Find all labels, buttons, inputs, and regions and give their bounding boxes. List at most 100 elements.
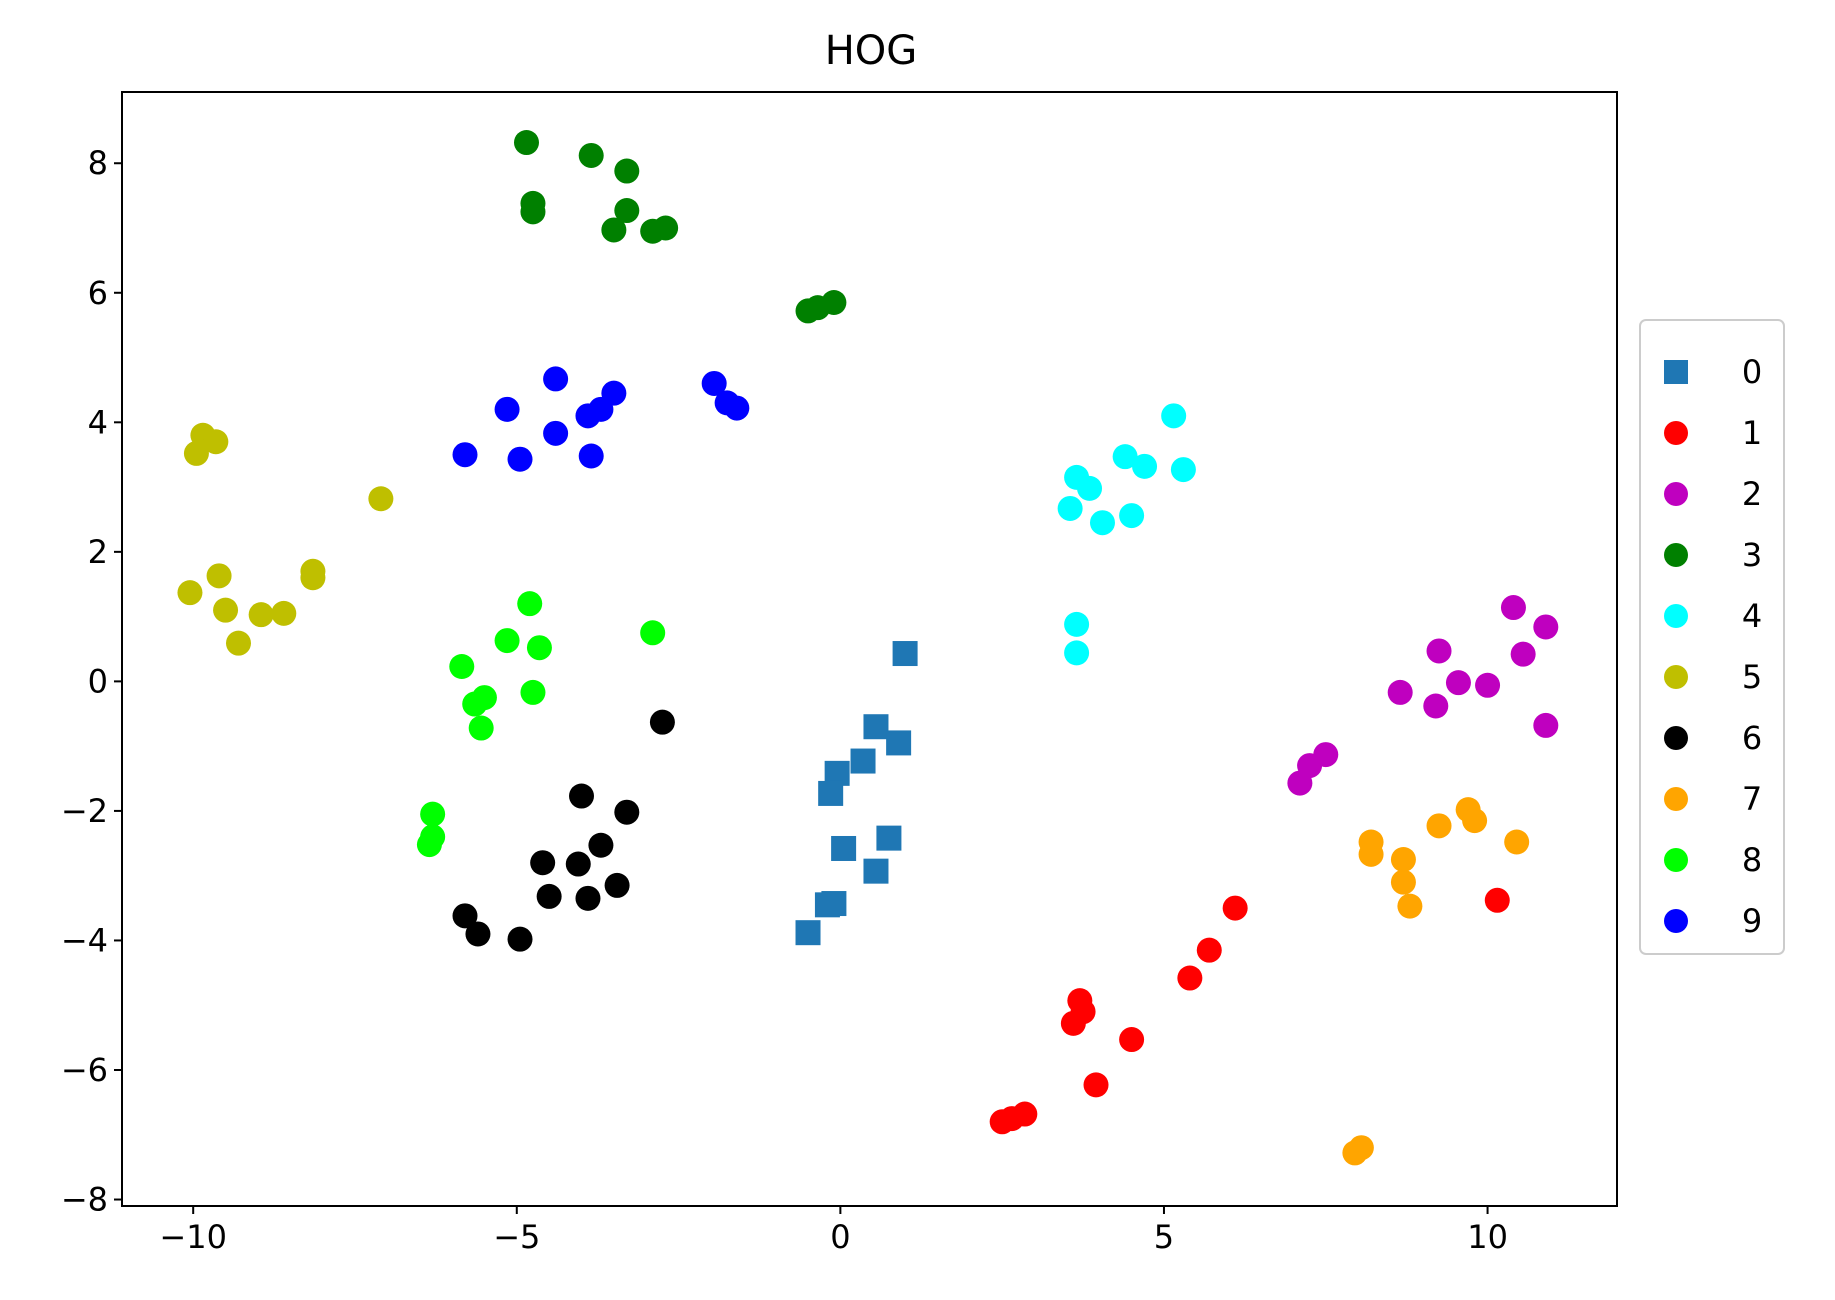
legend-label: 2 xyxy=(1742,475,1762,513)
point-series-6-1 xyxy=(569,783,595,809)
point-series-6-4 xyxy=(530,850,556,876)
point-series-6-6 xyxy=(604,872,630,898)
legend-marker xyxy=(1664,421,1688,445)
point-series-3-4 xyxy=(520,199,546,225)
point-series-1-5 xyxy=(1060,1010,1086,1036)
x-tick-label: −10 xyxy=(159,1218,227,1256)
point-series-0-10 xyxy=(821,891,847,917)
point-series-9-6 xyxy=(724,395,750,421)
point-series-6-3 xyxy=(588,832,614,858)
point-series-3-5 xyxy=(614,198,640,224)
point-series-3-11 xyxy=(821,289,847,315)
legend-item-1: 1 xyxy=(1664,414,1762,452)
point-series-9-8 xyxy=(452,442,478,468)
point-series-6-5 xyxy=(565,851,591,877)
legend-item-2: 2 xyxy=(1664,475,1762,513)
point-series-2-6 xyxy=(1387,679,1413,705)
point-series-4-1 xyxy=(1112,444,1138,470)
legend-label: 3 xyxy=(1742,536,1762,574)
point-series-4-5 xyxy=(1077,475,1103,501)
series-8 xyxy=(416,591,666,858)
legend-marker xyxy=(1664,543,1688,567)
legend-item-7: 7 xyxy=(1664,780,1762,818)
point-series-8-7 xyxy=(462,691,488,717)
point-series-6-10 xyxy=(465,921,491,947)
legend-label: 9 xyxy=(1742,902,1762,940)
y-tick-label: −8 xyxy=(61,1181,108,1219)
point-series-6-9 xyxy=(452,903,478,929)
point-series-7-1 xyxy=(1462,808,1488,834)
y-tick-label: 0 xyxy=(88,662,108,700)
point-series-1-2 xyxy=(1177,965,1203,991)
legend-marker xyxy=(1664,787,1688,811)
legend-marker xyxy=(1664,726,1688,750)
point-series-4-10 xyxy=(1064,640,1090,666)
point-series-0-2 xyxy=(886,730,912,756)
series-3 xyxy=(513,130,847,324)
plot-frame xyxy=(121,91,1618,1207)
point-series-7-8 xyxy=(1397,893,1423,919)
point-series-8-4 xyxy=(449,653,475,679)
legend-marker xyxy=(1664,665,1688,689)
y-tick-label: −4 xyxy=(61,921,108,959)
point-series-4-3 xyxy=(1170,457,1196,483)
x-tick-label: −5 xyxy=(493,1218,540,1256)
point-series-2-5 xyxy=(1475,672,1501,698)
y-tick-label: 2 xyxy=(88,533,108,571)
point-series-6-8 xyxy=(575,885,601,911)
point-series-4-7 xyxy=(1119,503,1145,529)
series-9 xyxy=(452,366,750,472)
legend-label: 1 xyxy=(1742,414,1762,452)
point-series-0-7 xyxy=(876,825,902,851)
series-0 xyxy=(795,641,918,946)
point-series-5-2 xyxy=(183,440,209,466)
x-tick-label: 5 xyxy=(1154,1218,1174,1256)
series-6 xyxy=(452,709,675,952)
point-series-1-6 xyxy=(1119,1027,1145,1053)
legend-marker xyxy=(1664,909,1688,933)
series-5 xyxy=(177,422,394,656)
legend-marker xyxy=(1664,482,1688,506)
point-series-3-0 xyxy=(513,130,539,156)
point-series-5-3 xyxy=(368,486,394,512)
point-series-5-11 xyxy=(225,630,251,656)
point-series-1-10 xyxy=(989,1109,1015,1135)
y-axis: −8 −6 −4 −2 0 2 4 6 8 xyxy=(61,144,122,1219)
point-series-5-8 xyxy=(213,597,239,623)
point-series-9-10 xyxy=(543,420,569,446)
point-series-7-2 xyxy=(1426,813,1452,839)
point-series-1-11 xyxy=(1484,887,1510,913)
point-series-7-6 xyxy=(1390,846,1416,872)
point-series-0-3 xyxy=(850,748,876,774)
point-series-9-7 xyxy=(575,403,601,429)
legend-label: 4 xyxy=(1742,597,1762,635)
chart-title: HOG xyxy=(825,28,918,74)
point-series-1-1 xyxy=(1196,937,1222,963)
plot-area xyxy=(121,91,1618,1207)
legend-label: 0 xyxy=(1742,353,1762,391)
y-tick-label: −2 xyxy=(61,792,108,830)
point-series-8-8 xyxy=(468,715,494,741)
x-tick-label: 0 xyxy=(830,1218,850,1256)
point-series-7-3 xyxy=(1504,829,1530,855)
point-series-3-6 xyxy=(601,217,627,243)
point-series-5-10 xyxy=(271,600,297,626)
point-series-2-1 xyxy=(1533,614,1559,640)
point-series-9-2 xyxy=(701,370,727,396)
point-series-2-0 xyxy=(1500,595,1526,621)
y-tick-label: 8 xyxy=(88,144,108,182)
point-series-8-1 xyxy=(640,620,666,646)
legend-item-0: 0 xyxy=(1664,353,1762,391)
series-7 xyxy=(1342,797,1530,1166)
point-series-7-5 xyxy=(1358,841,1384,867)
point-series-8-0 xyxy=(517,591,543,617)
legend-marker xyxy=(1664,360,1688,384)
point-series-6-2 xyxy=(614,799,640,825)
legend-item-5: 5 xyxy=(1664,658,1762,696)
point-series-3-8 xyxy=(653,215,679,241)
series-2 xyxy=(1287,595,1559,796)
point-series-5-6 xyxy=(206,563,232,589)
legend-marker xyxy=(1664,604,1688,628)
y-tick-label: −6 xyxy=(61,1051,108,1089)
legend-box xyxy=(1639,319,1785,955)
